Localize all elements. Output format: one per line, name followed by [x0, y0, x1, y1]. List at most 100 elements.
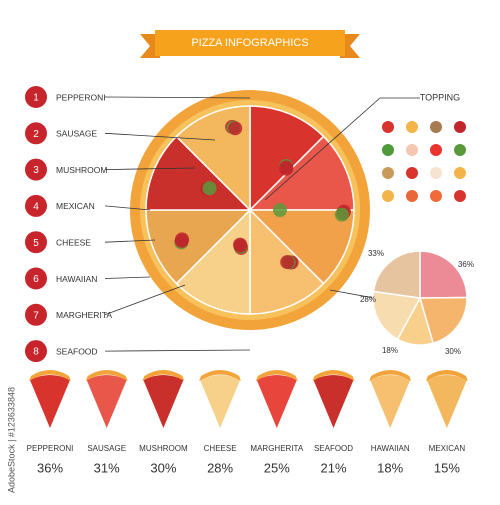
slice-percent: 31% — [94, 460, 120, 475]
slice-name: MUSHROOM — [139, 444, 188, 453]
slice-percent: 21% — [320, 460, 346, 475]
number-badge — [25, 303, 47, 326]
title-ribbon: PIZZA INFOGRAPHICS — [140, 30, 360, 58]
legend-label: MARGHERITA — [56, 310, 112, 320]
topping-icon — [430, 144, 442, 156]
slice-name: SEAFOOD — [314, 444, 353, 453]
slice-name: SAUSAGE — [87, 444, 126, 453]
slice-icon — [426, 375, 467, 428]
topping-icon — [382, 121, 394, 133]
slice-percent: 36% — [37, 460, 63, 475]
leader-line — [104, 205, 151, 211]
legend-label: CHEESE — [56, 237, 91, 247]
slice-crust — [142, 370, 185, 381]
topping-label: TOPPING — [420, 92, 460, 102]
pie-slice — [372, 250, 421, 299]
number: 3 — [33, 165, 39, 176]
pizza-slice — [248, 135, 355, 211]
title: PIZZA INFOGRAPHICS — [191, 37, 308, 49]
number: 4 — [33, 202, 39, 213]
pizza-slice — [249, 105, 325, 212]
pie-slice — [419, 250, 468, 299]
topping-icon — [406, 121, 418, 133]
slice-icon — [200, 375, 241, 428]
number: 7 — [33, 310, 39, 321]
number-badge — [25, 158, 47, 181]
slice-crust — [312, 370, 355, 381]
leader-line — [104, 239, 156, 243]
slice-name: PEPPERONI — [27, 444, 74, 453]
ribbon — [155, 30, 345, 56]
slice-icon — [30, 375, 70, 428]
slice-name: HAWAIIAN — [371, 444, 410, 453]
topping — [228, 121, 243, 136]
slice-percent: 28% — [207, 460, 233, 475]
legend-label: SEAFOOD — [56, 346, 98, 356]
slice-icon — [86, 375, 127, 428]
slice-icon — [143, 375, 184, 428]
topping-icon — [382, 167, 394, 179]
slice-crust — [29, 370, 71, 381]
number-badge — [25, 340, 47, 363]
leader-line — [104, 276, 151, 279]
number-badge — [25, 231, 47, 254]
topping-icon — [406, 144, 418, 156]
pie-label: 33% — [368, 249, 384, 258]
topping — [279, 161, 294, 176]
legend-label: SAUSAGE — [56, 129, 97, 139]
topping-icon — [454, 121, 466, 133]
legend-label: MEXICAN — [56, 201, 95, 211]
topping-icon — [454, 144, 466, 156]
slice-icon — [370, 375, 411, 428]
number-badge — [25, 194, 47, 217]
number: 5 — [33, 238, 39, 249]
topping — [233, 237, 248, 252]
topping-icon — [454, 190, 466, 202]
slice-name: MARGHERITA — [250, 444, 303, 453]
pizza-slice — [145, 209, 252, 285]
topping-icon — [430, 121, 442, 133]
pie-slice — [372, 290, 422, 341]
slice-name: CHEESE — [204, 444, 237, 453]
number: 8 — [33, 347, 39, 358]
number-badge — [25, 86, 47, 108]
legend-label: PEPPERONI — [56, 92, 106, 102]
slice-percent: 30% — [150, 460, 176, 475]
slice-crust — [255, 370, 298, 381]
topping-icon — [430, 167, 442, 179]
slice-icon — [313, 375, 354, 428]
leader-line — [104, 284, 186, 316]
topping-icon — [382, 144, 394, 156]
slice-percent: 25% — [264, 460, 290, 475]
topping-icon — [406, 190, 418, 202]
number-badge — [25, 122, 47, 145]
topping — [280, 255, 295, 270]
legend-label: MUSHROOM — [56, 165, 107, 175]
topping — [273, 203, 287, 217]
pizza-slice — [175, 208, 251, 315]
pizza-slice — [145, 135, 252, 211]
pie-slice — [419, 296, 468, 345]
pie-label: 36% — [458, 260, 474, 269]
leader-line — [104, 167, 196, 170]
number: 2 — [33, 129, 39, 140]
leader-line — [104, 96, 251, 99]
slice-crust — [199, 370, 242, 381]
topping — [175, 232, 190, 247]
leader-line — [104, 349, 251, 352]
watermark: AdobeStock | #123633848 — [6, 387, 16, 493]
topping — [334, 207, 349, 222]
topping-icon — [430, 190, 442, 202]
topping — [202, 181, 217, 196]
slice-name: MEXICAN — [429, 444, 466, 453]
topping-icon — [406, 167, 418, 179]
topping-icon — [454, 167, 466, 179]
pizza-slice — [248, 209, 355, 285]
pie-label: 28% — [360, 295, 376, 304]
number: 6 — [33, 274, 39, 285]
leader-line — [104, 132, 216, 141]
slice-crust — [369, 370, 412, 381]
slice-icon — [256, 375, 297, 428]
slice-crust — [85, 370, 128, 381]
